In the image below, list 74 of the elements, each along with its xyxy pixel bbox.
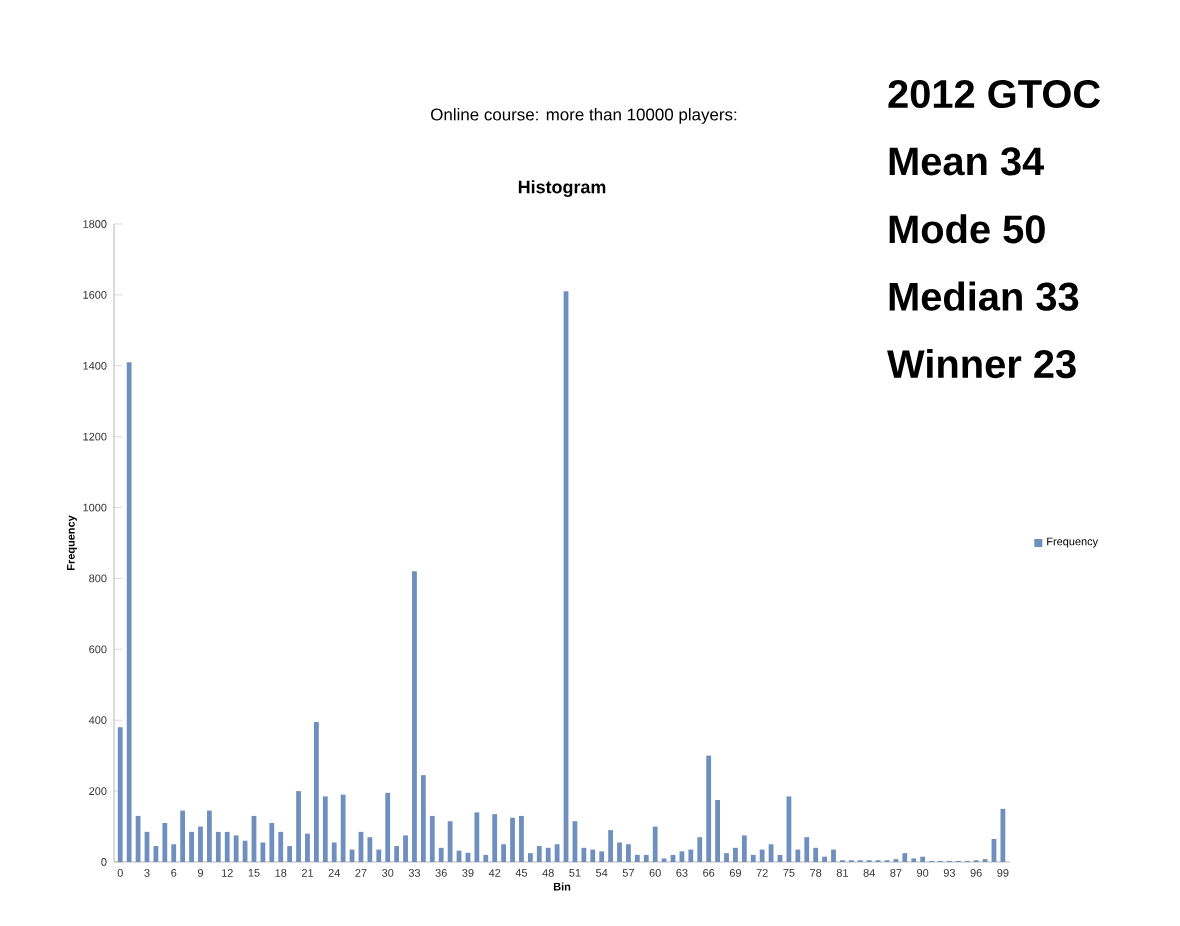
- bar: [724, 853, 729, 862]
- bar: [804, 837, 810, 862]
- bar: [376, 849, 382, 862]
- annotation: Median 33: [889, 281, 1079, 311]
- bar: [831, 849, 836, 862]
- bar: [215, 831, 221, 862]
- bar: [207, 810, 212, 862]
- bar: [331, 842, 337, 862]
- annotation: Mode 50: [889, 214, 1045, 244]
- bar: [180, 810, 186, 862]
- bar: [706, 755, 712, 862]
- bar: [162, 823, 168, 862]
- bar: [394, 846, 400, 862]
- bar: [126, 362, 132, 862]
- bar: [643, 854, 649, 862]
- bar: [483, 854, 489, 862]
- bar: [287, 846, 293, 862]
- bar: [429, 815, 435, 862]
- bar: [795, 849, 801, 862]
- bar: [420, 775, 426, 862]
- bar: [313, 721, 319, 862]
- bar: [510, 817, 515, 862]
- bar: [902, 853, 908, 862]
- text: Online course: more than 10000 players:: [431, 108, 737, 124]
- bar: [581, 847, 587, 862]
- bar: [599, 851, 605, 862]
- bar: [813, 847, 819, 862]
- bar: [198, 826, 203, 862]
- bar: [750, 854, 756, 862]
- bar: [634, 854, 640, 862]
- bar: [224, 831, 230, 862]
- bar: [608, 830, 613, 862]
- bar: [545, 847, 551, 862]
- bar: [322, 796, 328, 862]
- chart-title: Histogram: [518, 180, 606, 198]
- bar: [403, 835, 408, 862]
- bar: [367, 837, 373, 862]
- bar: [554, 844, 560, 862]
- bar: [590, 849, 596, 862]
- bar: [260, 842, 266, 862]
- bar: [688, 849, 694, 862]
- bar: [536, 846, 542, 862]
- bar: [438, 847, 444, 862]
- bar: [759, 849, 765, 862]
- bar: [501, 844, 507, 862]
- bar: [697, 837, 703, 862]
- bar: [340, 794, 346, 862]
- bar: [1000, 808, 1006, 862]
- bar: [527, 853, 533, 862]
- bar: [626, 844, 631, 862]
- bar: [715, 799, 720, 862]
- text: 2012 GTOC: [888, 79, 1101, 109]
- bar: [741, 835, 747, 862]
- bar: [233, 835, 239, 862]
- bar: [305, 833, 310, 862]
- bar: [733, 847, 738, 862]
- bar: [447, 821, 453, 862]
- annotation: Winner 23: [887, 348, 1076, 379]
- bar: [278, 831, 284, 862]
- bar: [822, 856, 827, 862]
- bar: [617, 842, 622, 862]
- bar: [296, 791, 301, 862]
- bar: [412, 571, 417, 862]
- bar: [269, 823, 275, 862]
- bar: [652, 826, 658, 862]
- bar: [519, 815, 524, 862]
- bar: [189, 831, 194, 862]
- bar: [117, 727, 123, 862]
- bar: [474, 812, 480, 862]
- bar: [385, 792, 391, 862]
- bar: [171, 844, 177, 862]
- bar: [920, 856, 926, 862]
- bar: [492, 814, 498, 862]
- text: Mean 34: [889, 147, 1045, 176]
